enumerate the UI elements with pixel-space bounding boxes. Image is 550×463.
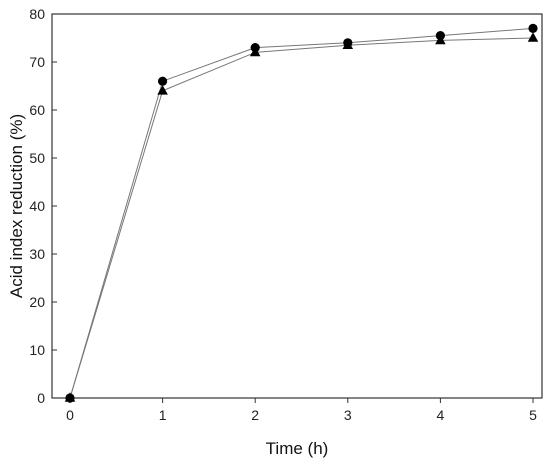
data-point-circle [528,23,538,33]
x-tick-label: 0 [66,407,74,423]
x-tick-label: 1 [159,407,167,423]
y-axis-title: Acid index reduction (%) [7,114,26,298]
y-tick-label: 50 [29,150,45,166]
y-axis: 0 10 20 30 40 50 60 70 80 [29,6,57,406]
y-tick-label: 60 [29,102,45,118]
series-line-triangle [69,37,534,399]
data-point-triangle [342,39,354,49]
data-point-triangle [435,34,446,45]
data-point-triangle [249,46,261,57]
y-tick-label: 0 [37,390,45,406]
y-tick-label: 10 [29,342,45,358]
data-point-triangle [527,32,539,42]
y-tick-label: 80 [29,6,45,22]
y-tick-label: 70 [29,54,45,70]
data-point-triangle [157,85,168,95]
x-axis: 0 1 2 3 4 5 [66,398,537,423]
x-tick-label: 5 [529,407,537,423]
y-tick-label: 40 [29,198,45,214]
y-tick-label: 20 [29,294,45,310]
data-point-circle [158,76,168,86]
x-tick-label: 3 [344,407,352,423]
x-axis-title: Time (h) [266,439,329,458]
x-tick-label: 4 [437,407,445,423]
data-point-triangle [64,392,76,402]
plot-frame [51,13,543,399]
x-tick-label: 2 [251,407,259,423]
y-tick-label: 30 [29,246,45,262]
series-layer [64,23,539,403]
series-line-circle [69,27,534,399]
